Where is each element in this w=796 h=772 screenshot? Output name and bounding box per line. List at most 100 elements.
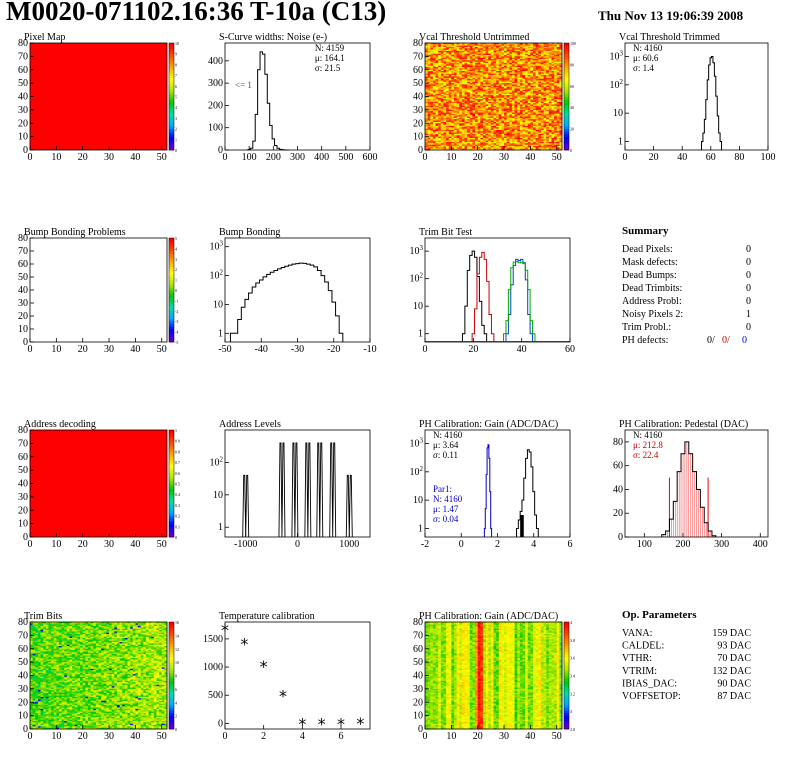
heatmap-cell: [511, 105, 515, 108]
heatmap-cell: [425, 88, 429, 91]
heatmap-cell: [538, 53, 542, 56]
heatmap-cell: [440, 145, 444, 148]
x-tick-label: 10: [51, 152, 61, 163]
heatmap-cell: [530, 119, 534, 121]
heatmap-cell: [522, 111, 526, 113]
heatmap-cell: [130, 624, 134, 627]
heatmap-cell: [443, 103, 447, 105]
heatmap-cell: [538, 116, 542, 119]
palette-step: [564, 83, 569, 87]
heatmap-cell: [493, 133, 497, 136]
heatmap-cell: [546, 108, 550, 111]
heatmap-cell: [461, 53, 465, 56]
heatmap-cell: [488, 45, 492, 48]
heatmap-cell: [530, 125, 534, 128]
heatmap-cell: [535, 108, 539, 111]
heatmap-cell: [485, 99, 489, 101]
heatmap-cell: [514, 51, 518, 53]
heatmap-cell: [435, 73, 439, 76]
heatmap-cell: [127, 627, 131, 630]
heatmap-cell: [488, 93, 492, 96]
heatmap-cell: [501, 60, 505, 63]
heatmap-cell: [482, 140, 486, 143]
heatmap-cell: [430, 57, 434, 60]
heatmap-cell: [472, 47, 476, 49]
heatmap-cell: [446, 101, 450, 104]
heatmap-cell: [430, 47, 434, 49]
x-tick-label: 1000: [339, 539, 359, 550]
heatmap-cell: [509, 112, 513, 115]
heatmap-cell: [556, 137, 560, 140]
heatmap-cell: [504, 131, 508, 134]
heatmap-cell: [538, 103, 542, 105]
panel-title: PH Calibration: Gain (ADC/DAC): [419, 419, 558, 430]
heatmap-cell: [504, 91, 508, 93]
heatmap-cell: [77, 627, 81, 630]
heatmap-cell: [138, 623, 142, 626]
heatmap-cell: [506, 87, 510, 89]
heatmap-cell: [485, 87, 489, 89]
heatmap-cell: [427, 72, 431, 75]
heatmap-cell: [504, 121, 508, 124]
palette-step: [169, 512, 174, 516]
heatmap-cell: [443, 144, 447, 147]
heatmap-cell: [438, 132, 442, 135]
heatmap-cell: [453, 75, 458, 77]
heatmap-cell: [490, 93, 494, 96]
heatmap-cell: [509, 137, 513, 140]
heatmap-cell: [430, 104, 434, 107]
palette-step: [169, 69, 174, 73]
heatmap-cell: [482, 120, 486, 123]
heatmap-cell: [514, 63, 518, 65]
heatmap-cell: [485, 115, 489, 117]
heatmap-cell: [469, 53, 473, 56]
heatmap-cell: [559, 47, 563, 49]
heatmap-cell: [446, 76, 450, 79]
heatmap-cell: [451, 101, 455, 104]
heatmap-cell: [461, 92, 465, 95]
heatmap-cell: [448, 124, 452, 127]
heatmap-cell: [448, 63, 452, 65]
heatmap-cell: [488, 75, 492, 77]
heatmap-cell: [453, 113, 458, 116]
heatmap-cell: [461, 147, 465, 150]
heatmap-cell: [546, 51, 550, 53]
heatmap-cell: [472, 129, 476, 132]
palette-frame: [168, 237, 175, 343]
heatmap-cell: [467, 56, 471, 59]
heatmap-cell: [496, 144, 500, 147]
heatmap-cell: [440, 64, 444, 67]
heatmap-cell: [459, 128, 463, 131]
heatmap-cell: [519, 57, 523, 60]
heatmap-cell: [522, 120, 526, 123]
palette-step: [169, 287, 174, 291]
x-tick-label: 4: [531, 539, 536, 550]
heatmap-cell: [533, 87, 537, 89]
heatmap-cell: [430, 129, 434, 132]
heatmap-cell: [551, 104, 555, 107]
heatmap-cell: [427, 52, 431, 55]
heatmap-cell: [530, 105, 534, 108]
heatmap-cell: [514, 93, 518, 96]
heatmap-cell: [519, 127, 523, 129]
heatmap-cell: [533, 76, 537, 79]
heatmap-cell: [40, 623, 44, 626]
heatmap-cell: [538, 63, 542, 65]
heatmap-cell: [482, 43, 486, 45]
heatmap-cell: [559, 108, 563, 111]
heatmap-cell: [559, 145, 563, 148]
heatmap-cell: [522, 125, 526, 128]
heatmap-cell: [480, 107, 484, 109]
heatmap-cell: [130, 622, 134, 624]
heatmap-cell: [522, 96, 526, 99]
heatmap-cell: [490, 53, 494, 56]
palette-tick-label: 60: [570, 84, 574, 89]
heatmap-cell: [435, 141, 439, 144]
heatmap-cell: [506, 92, 510, 95]
heatmap-cell: [435, 55, 439, 57]
heatmap-cell: [480, 65, 484, 68]
heatmap-cell: [451, 140, 455, 143]
heatmap-cell: [530, 56, 534, 59]
heatmap-cell: [446, 83, 450, 85]
heatmap-cell: [501, 127, 505, 129]
